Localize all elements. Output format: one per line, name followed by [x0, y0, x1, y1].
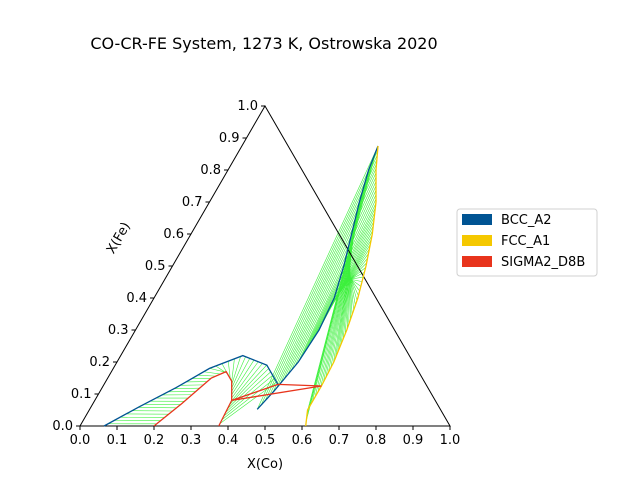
x-tick-label: 1.0: [440, 433, 461, 448]
x-tick-label: 0.7: [329, 433, 350, 448]
tie-line-lower-bcc-sigma: [231, 361, 259, 399]
phase-boundary-bcc-lower: [103, 354, 279, 427]
legend-label: FCC_A1: [501, 234, 550, 249]
x-axis: 0.0 0.1 0.2 0.3 0.4 0.5 0.6 0.7 0.8 0.9 1.0: [70, 426, 461, 448]
tie-line-lower-bcc-sigma: [203, 371, 221, 375]
x-tick-label: 0.6: [292, 433, 313, 448]
tie-line-lower-bcc-sigma: [231, 358, 235, 382]
legend-label: BCC_A2: [501, 213, 552, 228]
tie-line-upper-bcc-fcc: [294, 190, 377, 367]
tie-line-upper-bcc-fcc: [307, 207, 376, 349]
tie-line-upper-bcc-fcc: [256, 145, 379, 410]
x-axis-label: X(Co): [247, 457, 283, 472]
y-tick-label: 1.0: [237, 99, 258, 114]
y-tick-label: 0.2: [89, 355, 110, 370]
tie-line-upper-bcc-fcc: [268, 159, 378, 397]
tie-line-upper-bcc-fcc: [301, 198, 377, 358]
phase-boundary-bcc-upper: [256, 145, 379, 410]
y-tick-label: 0.7: [182, 195, 203, 210]
y-axis: 0.0 0.1 0.2 0.3 0.4 0.5 0.6 0.7 0.8 0.9 1.0: [52, 99, 265, 434]
x-tick-label: 0.2: [144, 433, 165, 448]
tie-line-upper-bcc-fcc: [264, 154, 378, 401]
tie-line-upper-bcc-fcc: [307, 160, 373, 412]
tie-line-upper-bcc-fcc: [298, 194, 377, 362]
tie-line-lower-bcc-sigma: [231, 356, 241, 385]
legend-swatch: [462, 235, 492, 246]
tie-line-lower-bcc-sigma: [197, 374, 216, 377]
y-tick-label: 0.0: [52, 419, 73, 434]
y-tick-label: 0.9: [219, 131, 240, 146]
tie-line-lower-bcc-sigma: [223, 375, 273, 417]
x-tick-label: 0.3: [181, 433, 202, 448]
legend-swatch: [462, 214, 492, 225]
y-tick-label: 0.1: [71, 387, 92, 402]
x-tick-label: 0.1: [107, 433, 128, 448]
tie-line-lower-bcc-sigma: [221, 378, 275, 421]
x-tick-label: 0.9: [403, 433, 424, 448]
tie-line-upper-bcc-fcc: [287, 181, 377, 375]
tie-line-lower-bcc-sigma: [227, 368, 269, 409]
legend-label: SIGMA2_D8B: [501, 255, 585, 270]
tie-line-upper-bcc-fcc: [291, 185, 377, 371]
y-tick-label: 0.8: [200, 163, 221, 178]
legend-swatch: [462, 256, 492, 267]
tie-line-lower-bcc-sigma: [231, 359, 255, 395]
phase-boundary-sigma-triangle-1: [231, 383, 322, 402]
phase-boundary-fcc-upper: [305, 145, 379, 427]
tie-line-lower-bcc-sigma: [219, 381, 277, 424]
chart-title: CO-CR-FE System, 1273 K, Ostrowska 2020: [90, 34, 437, 53]
x-tick-label: 0.8: [366, 433, 387, 448]
tie-line-lower-bcc-sigma: [230, 363, 263, 402]
x-tick-label: 0.5: [255, 433, 276, 448]
tie-line-upper-bcc-fcc: [306, 151, 377, 421]
y-tick-label: 0.5: [145, 259, 166, 274]
tie-line-lower-bcc-sigma: [231, 356, 246, 389]
tie-line-lower-bcc-sigma: [231, 358, 251, 392]
y-tick-label: 0.6: [163, 227, 184, 242]
tie-line-lower-bcc-sigma: [225, 371, 271, 413]
tie-lines-group: [108, 145, 379, 425]
tie-line-upper-bcc-fcc: [260, 150, 378, 406]
x-tick-label: 0.4: [218, 433, 239, 448]
y-tick-label: 0.4: [126, 291, 147, 306]
phase-boundaries-group: [103, 145, 379, 427]
tie-line-lower-bcc-sigma: [209, 368, 226, 373]
tie-line-lower-bcc-sigma: [227, 361, 231, 379]
legend: BCC_A2 FCC_A1 SIGMA2_D8B: [456, 208, 598, 277]
tie-line-upper-bcc-fcc: [306, 155, 375, 417]
y-tick-label: 0.3: [108, 323, 129, 338]
x-tick-label: 0.0: [70, 433, 91, 448]
